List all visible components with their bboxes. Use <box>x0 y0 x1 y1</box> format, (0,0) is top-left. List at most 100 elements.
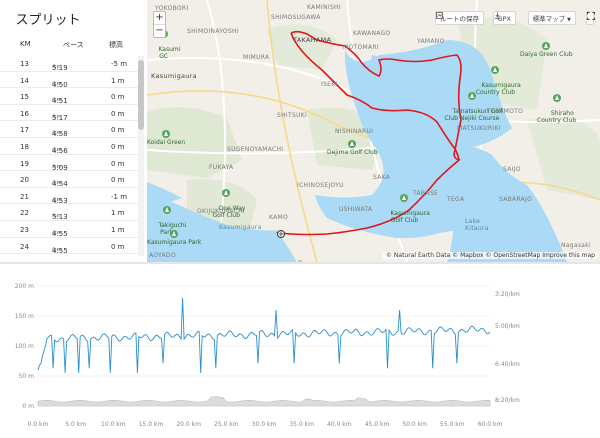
map-label-lake-kitaura: Lake Kitaura <box>465 218 489 232</box>
golf-label: One Way Golf Club <box>212 205 246 219</box>
x-tick-label: 20.0 km <box>176 421 201 428</box>
x-tick-label: 50.0 km <box>402 421 427 428</box>
split-pace-unit: /km <box>52 196 62 203</box>
splits-scrollbar[interactable] <box>138 56 144 256</box>
map-label-sugenoyamachi: SUGENOYAMACHI <box>227 146 284 153</box>
fullscreen-icon <box>587 12 595 20</box>
split-elevation: 1 m <box>111 76 125 85</box>
split-row[interactable]: 16 5:17 /km 0 m <box>0 106 140 122</box>
park-icon <box>162 206 171 214</box>
split-elevation: -5 m <box>111 60 128 68</box>
map-label-iseki: ISEKI <box>321 81 338 88</box>
golf-one-way-golf-club[interactable]: One Way Golf Club <box>207 175 245 226</box>
split-km: 18 <box>20 143 29 151</box>
gpx-button[interactable]: GPX <box>492 11 516 25</box>
map-label-teramoto: TERAMOTO <box>487 108 524 115</box>
column-header-elevation: 標高 <box>109 41 123 49</box>
save-route-button[interactable]: ルートの保存 <box>435 11 484 25</box>
split-pace-value: 5:09 <box>52 163 68 172</box>
split-row[interactable]: 15 4:51 /km 0 m <box>0 89 140 105</box>
golf-koidai-green[interactable]: Koidai Green <box>147 130 185 146</box>
golf-label: Daiya Green Club <box>520 51 573 58</box>
map-label-saijo: SAIJO <box>503 166 521 173</box>
split-row[interactable]: 14 4:50 /km 1 m <box>0 73 140 89</box>
y-tick-label-right: 6:40/km <box>495 361 520 368</box>
y-tick-label-left: 200 m <box>15 283 34 290</box>
golf-label: Kasumigaura Golf Club <box>390 210 430 224</box>
split-pace-unit: /km <box>52 246 62 253</box>
golf-kasumigaura-country-club[interactable]: Kasumigaura Country Club <box>470 52 521 103</box>
map-canvas <box>147 0 600 262</box>
zoom-out-button[interactable]: − <box>155 25 164 36</box>
map-label-nagasaki: Nagasaki <box>561 242 591 249</box>
splits-header-row: KM ペース 標高 <box>0 40 147 54</box>
golf-daiya-green-club[interactable]: Daiya Green Club <box>520 42 573 58</box>
map-label-motomari: MOTOMARI <box>343 44 379 51</box>
pace-series-line <box>37 297 491 374</box>
split-row[interactable]: 17 4:58 /km 0 m <box>0 122 140 138</box>
split-pace-value: 5:19 <box>52 64 68 72</box>
panel-divider[interactable] <box>0 262 600 264</box>
map-style-select[interactable]: 標準マップ ▼ <box>527 11 576 25</box>
golf-icon <box>491 66 500 74</box>
x-tick-label: 35.0 km <box>289 421 314 428</box>
split-km: 22 <box>20 209 29 218</box>
split-km: 23 <box>20 226 29 234</box>
zoom-separator <box>154 24 165 25</box>
split-km: 13 <box>20 60 29 68</box>
split-elevation: 0 m <box>111 126 125 135</box>
route-map[interactable]: SHIMOINAYOSHI TAKAHAMA MIMURA ISEKI KAWA… <box>147 0 600 262</box>
split-elevation: 0 m <box>111 143 125 151</box>
park-icon <box>170 230 179 238</box>
split-km: 21 <box>20 192 29 201</box>
split-elevation: 0 m <box>111 93 125 102</box>
splits-scrollbar-thumb[interactable] <box>138 60 144 130</box>
golf-label: Koidai Green <box>147 139 186 146</box>
map-attribution[interactable]: © Natural Earth Data © Mapbox © OpenStre… <box>383 252 598 259</box>
split-elevation: 1 m <box>111 209 125 218</box>
golf-dejima-golf-club[interactable]: Dejima Golf Club <box>327 140 378 156</box>
y-tick-label-left: 150 m <box>15 313 34 320</box>
elevation-area <box>37 396 491 407</box>
split-row[interactable]: 21 4:53 /km -1 m <box>0 189 140 205</box>
x-tick-label: 25.0 km <box>214 421 239 428</box>
golf-takiguchi-park[interactable]: Takiguchi Park <box>147 192 186 243</box>
resize-handle-icon[interactable]: ═ <box>298 258 302 265</box>
split-pace-value: 4:55 <box>52 230 68 238</box>
split-pace-unit: /km <box>52 180 62 187</box>
map-label-kaminishi: KAMINISHI <box>307 4 341 11</box>
golf-kasumigaura-golf-club[interactable]: Kasumigaura Golf Club <box>379 180 430 231</box>
map-label-aoyado: AOYADO <box>149 252 176 259</box>
split-elevation: 0 m <box>111 109 125 118</box>
split-row[interactable]: 19 5:09 /km 0 m <box>0 156 140 172</box>
split-pace-value: 4:55 <box>52 246 68 255</box>
map-label-shitsuki: SHITSUKI <box>277 112 308 119</box>
x-tick-label: 15.0 km <box>139 421 164 428</box>
zoom-in-button[interactable]: + <box>155 12 164 23</box>
split-pace-value: 4:53 <box>52 196 68 205</box>
golf-tamatsukuri[interactable]: Tamatsukuri Golf Club Nejiki Course <box>441 78 503 129</box>
split-row[interactable]: 13 5:19 /km -5 m <box>0 56 140 72</box>
split-pace-unit: /km <box>52 97 62 104</box>
split-row[interactable]: 20 4:54 /km 0 m <box>0 172 140 188</box>
elevation-pace-chart[interactable]: 200 m 150 m 100 m 50 m 0 m 3:20/km 5:00/km 6:40… <box>0 266 600 438</box>
split-row[interactable]: 24 4:55 /km 0 m <box>0 239 140 255</box>
split-row[interactable]: 23 4:55 /km 1 m <box>0 222 140 238</box>
split-km: 19 <box>20 159 29 168</box>
map-label-saka: SAKA <box>373 174 391 181</box>
chart-canvas: 200 m 150 m 100 m 50 m 0 m 3:20/km 5:00/km 6:40… <box>15 283 520 428</box>
split-pace-value: 4:58 <box>52 130 68 139</box>
map-label-tega: TEGA <box>447 196 465 203</box>
fullscreen-button[interactable] <box>586 11 595 25</box>
split-row[interactable]: 22 5:13 /km 1 m <box>0 205 140 221</box>
map-label-fukaya: FUKAYA <box>209 164 234 171</box>
x-tick-label: 45.0 km <box>365 421 390 428</box>
golf-kasumigaura-park[interactable]: Kasumigaura Park <box>147 230 201 246</box>
map-label-takahama: TAKAHAMA <box>293 36 332 44</box>
golf-label: Tamatsukuri Golf Club Nejiki Course <box>444 108 503 122</box>
map-label-ichinosejoyu: ICHINOSEJOYU <box>297 182 344 189</box>
split-row[interactable]: 18 4:56 /km 0 m <box>0 139 140 155</box>
golf-shiraho-country-club[interactable]: Shiraho Country Club <box>537 80 576 131</box>
gpx-label: GPX <box>497 15 511 23</box>
